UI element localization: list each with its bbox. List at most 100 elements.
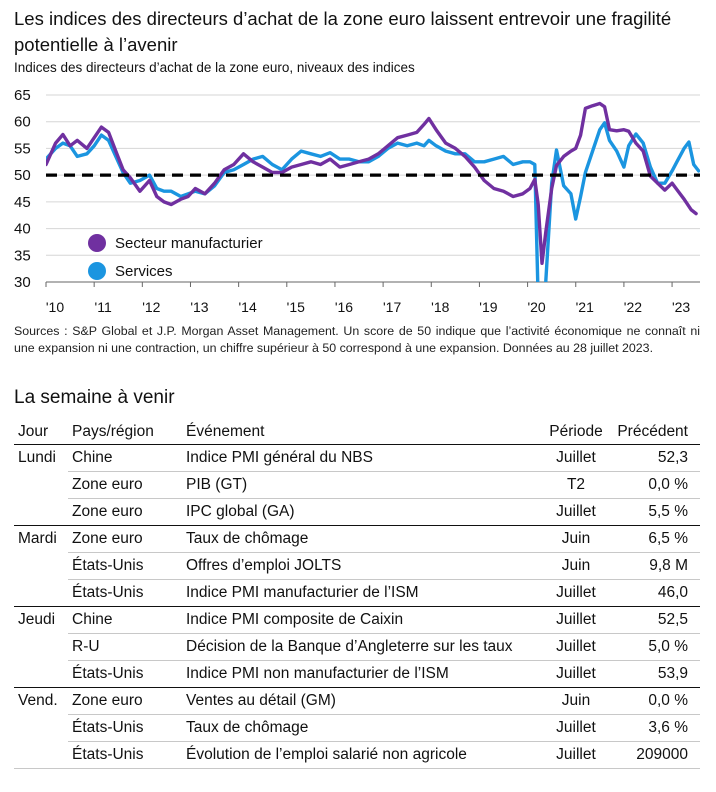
x-tick-label: '21 (576, 299, 594, 315)
table-row: Zone euro PIB (GT) T2 0,0 % (14, 471, 700, 499)
table-row: Mardi Zone euro Taux de chômage Juin 6,5… (14, 525, 700, 553)
x-tick-label: '17 (383, 299, 401, 315)
cell-event: PIB (GT) (182, 471, 542, 499)
cell-country: Chine (68, 444, 182, 472)
cell-event: Ventes au détail (GM) (182, 687, 542, 715)
cell-country: Zone euro (68, 687, 182, 715)
header-previous: Précédent (610, 421, 700, 445)
cell-day: Lundi (18, 448, 56, 466)
cell-country: États-Unis (68, 741, 182, 769)
table-row: Zone euro IPC global (GA) Juillet 5,5 % (14, 498, 700, 526)
cell-event: Indice PMI composite de Caixin (182, 606, 542, 634)
y-tick-label: 30 (14, 274, 31, 291)
legend-marker (88, 262, 106, 280)
y-tick-label: 45 (14, 194, 31, 211)
cell-period: Juillet (542, 579, 610, 607)
x-tick-label: '20 (527, 299, 545, 315)
series-line-services (46, 121, 700, 282)
week-ahead-table: Jour Pays/région Événement Période Précé… (14, 421, 700, 769)
cell-event: Offres d’emploi JOLTS (182, 552, 542, 580)
chart-title: Les indices des directeurs d’achat de la… (14, 8, 672, 55)
table-row: États-Unis Évolution de l’emploi salarié… (14, 741, 700, 769)
cell-event: Taux de chômage (182, 714, 542, 742)
cell-event: Indice PMI non manufacturier de l’ISM (182, 660, 542, 688)
cell-previous: 6,5 % (610, 525, 700, 553)
cell-previous: 5,0 % (610, 633, 700, 661)
cell-day (14, 741, 68, 769)
x-tick-label: '12 (142, 299, 160, 315)
x-tick-label: '16 (335, 299, 353, 315)
cell-period: Juin (542, 525, 610, 553)
table-row: États-Unis Taux de chômage Juillet 3,6 % (14, 714, 700, 742)
cell-day (14, 579, 68, 607)
table-row: États-Unis Indice PMI non manufacturier … (14, 660, 700, 688)
cell-previous: 52,3 (610, 444, 700, 472)
series-line-manufacturing (46, 101, 698, 265)
cell-event: Taux de chômage (182, 525, 542, 553)
cell-country: Zone euro (68, 471, 182, 499)
x-tick-label: '14 (239, 299, 257, 315)
x-tick-label: '11 (95, 299, 112, 315)
cell-country: Chine (68, 606, 182, 634)
cell-period: Juillet (542, 633, 610, 661)
cell-event: Décision de la Banque d’Angleterre sur l… (182, 633, 542, 661)
cell-event: IPC global (GA) (182, 498, 542, 526)
source-note: Sources : S&P Global et J.P. Morgan Asse… (14, 324, 700, 355)
cell-day: Mardi (18, 529, 57, 547)
header-event: Événement (182, 421, 542, 445)
x-tick-label: '13 (190, 299, 208, 315)
cell-day (14, 471, 68, 498)
cell-day (14, 552, 68, 579)
cell-period: Juillet (542, 498, 610, 526)
cell-period: Juillet (542, 660, 610, 688)
cell-day (14, 498, 68, 526)
cell-period: T2 (542, 471, 610, 499)
cell-event: Indice PMI manufacturier de l’ISM (182, 579, 542, 607)
cell-previous: 209000 (610, 741, 700, 769)
x-tick-label: '10 (46, 299, 64, 315)
y-tick-label: 60 (14, 114, 31, 131)
cell-period: Juillet (542, 606, 610, 634)
cell-previous: 0,0 % (610, 471, 700, 499)
cell-country: États-Unis (68, 660, 182, 688)
week-ahead-title: La semaine à venir (14, 387, 175, 408)
cell-country: Zone euro (68, 498, 182, 526)
cell-event: Indice PMI général du NBS (182, 444, 542, 472)
header-day: Jour (14, 421, 68, 445)
cell-country: Zone euro (68, 525, 182, 553)
cell-period: Juin (542, 687, 610, 715)
x-axis-ticks: '10 '11 '12 '13 '14 '15 '16 '17 '18 '19 '20 '21 '22 '… (45, 282, 690, 315)
cell-day (14, 660, 68, 688)
y-tick-label: 55 (14, 140, 31, 157)
y-tick-label: 35 (14, 247, 31, 264)
legend-label: Secteur manufacturier (115, 235, 263, 252)
table-row: Jeudi Chine Indice PMI composite de Caix… (14, 606, 700, 634)
table-row: R-U Décision de la Banque d’Angleterre s… (14, 633, 700, 661)
cell-country: R-U (68, 633, 182, 661)
table-row: États-Unis Indice PMI manufacturier de l… (14, 579, 700, 607)
cell-previous: 46,0 (610, 579, 700, 607)
x-tick-label: '23 (672, 299, 690, 315)
cell-period: Juin (542, 552, 610, 580)
cell-period: Juillet (542, 444, 610, 472)
table-row: Vend. Zone euro Ventes au détail (GM) Ju… (14, 687, 700, 715)
cell-day: Vend. (18, 691, 58, 709)
cell-period: Juillet (542, 714, 610, 742)
y-tick-label: 40 (14, 221, 31, 238)
header-period: Période (542, 421, 610, 445)
chart-subtitle: Indices des directeurs d’achat de la zon… (14, 60, 415, 75)
table-header-row: Jour Pays/région Événement Période Précé… (14, 421, 700, 445)
table-row: Lundi Chine Indice PMI général du NBS Ju… (14, 444, 700, 472)
legend-label: Services (115, 263, 173, 280)
cell-day: Jeudi (18, 610, 56, 628)
cell-country: États-Unis (68, 579, 182, 607)
x-tick-label: '19 (479, 299, 497, 315)
series-lines (46, 101, 700, 282)
legend: Secteur manufacturier Services (88, 234, 263, 280)
x-tick-label: '15 (287, 299, 305, 315)
cell-event: Évolution de l’emploi salarié non agrico… (182, 741, 542, 769)
y-axis-ticks: 65 60 55 50 45 40 35 30 (14, 87, 31, 291)
x-tick-label: '22 (624, 299, 642, 315)
cell-previous: 3,6 % (610, 714, 700, 742)
